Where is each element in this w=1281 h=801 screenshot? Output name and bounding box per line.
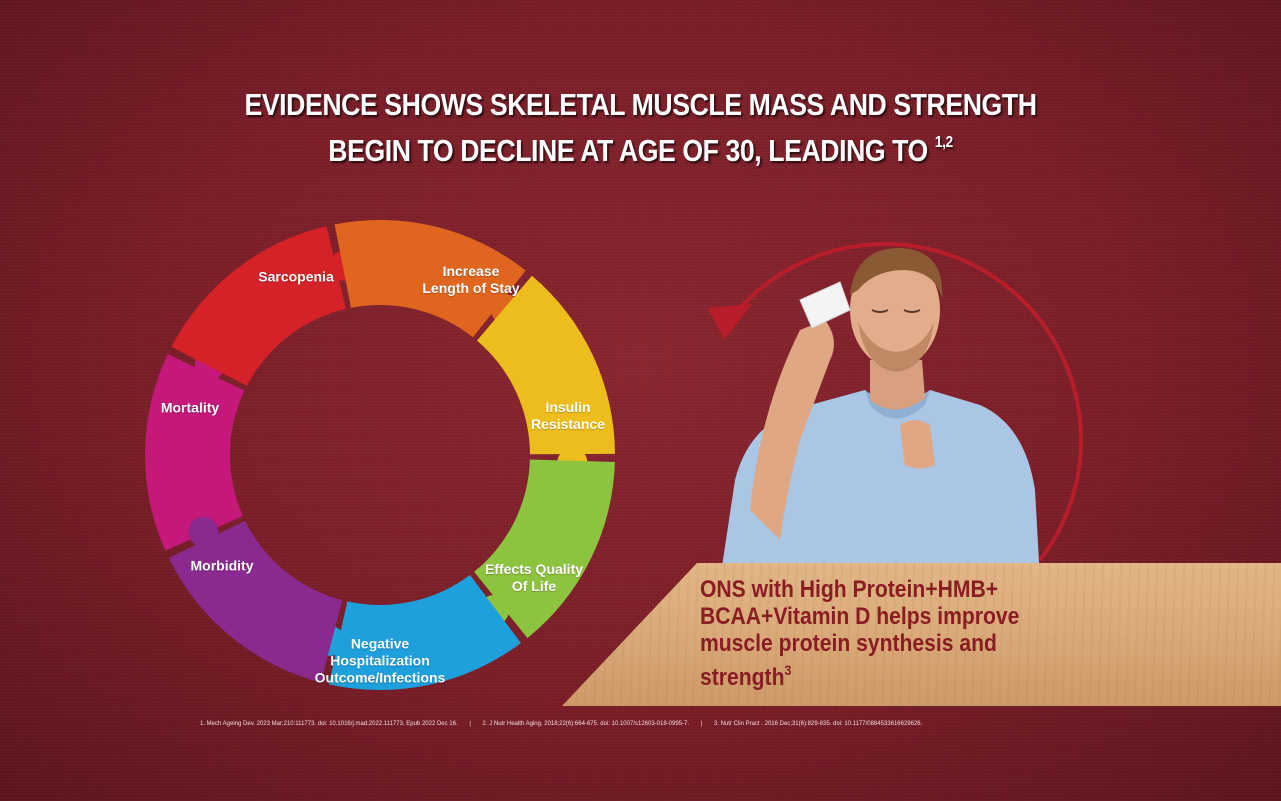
puzzle-ring: Sarcopenia Increase Length of Stay Insul… xyxy=(130,205,630,705)
segment-label-quality-of-life: Effects Quality Of Life xyxy=(459,561,609,595)
reference-1: 1. Mech Ageing Dev. 2023 Mar;210:111773.… xyxy=(200,721,458,727)
segment-label-sarcopenia: Sarcopenia xyxy=(221,269,371,286)
headline-citation: 1,2 xyxy=(935,134,953,151)
reference-divider: | xyxy=(701,721,703,727)
segment-label-length-of-stay: Increase Length of Stay xyxy=(396,263,546,297)
headline-line-1: EVIDENCE SHOWS SKELETAL MUSCLE MASS AND … xyxy=(90,86,1192,124)
references: 1. Mech Ageing Dev. 2023 Mar;210:111773.… xyxy=(200,721,1100,727)
segment-label-morbidity: Morbidity xyxy=(147,558,297,575)
man-wiping-sweat-illustration xyxy=(690,210,1100,580)
claim-banner-text: ONS with High Protein+HMB+ BCAA+Vitamin … xyxy=(700,576,1087,691)
headline: EVIDENCE SHOWS SKELETAL MUSCLE MASS AND … xyxy=(90,86,1192,170)
reference-3: 3. Nutr Clin Pract . 2016 Dec;31(6):829-… xyxy=(714,721,922,727)
reference-2: 2. J Nutr Health Aging. 2018;22(6):664-6… xyxy=(483,721,689,727)
segment-label-mortality: Mortality xyxy=(115,400,265,417)
reference-divider: | xyxy=(469,721,471,727)
puzzle-ring-graphic xyxy=(130,205,630,705)
segment-label-insulin-resistance: Insulin Resistance xyxy=(493,399,643,433)
segment-label-hospitalization: Negative Hospitalization Outcome/Infecti… xyxy=(305,636,455,687)
claim-citation: 3 xyxy=(784,662,791,678)
headline-line-2: BEGIN TO DECLINE AT AGE OF 30, LEADING T… xyxy=(90,124,1192,170)
puzzle-knob-6 xyxy=(188,517,218,547)
